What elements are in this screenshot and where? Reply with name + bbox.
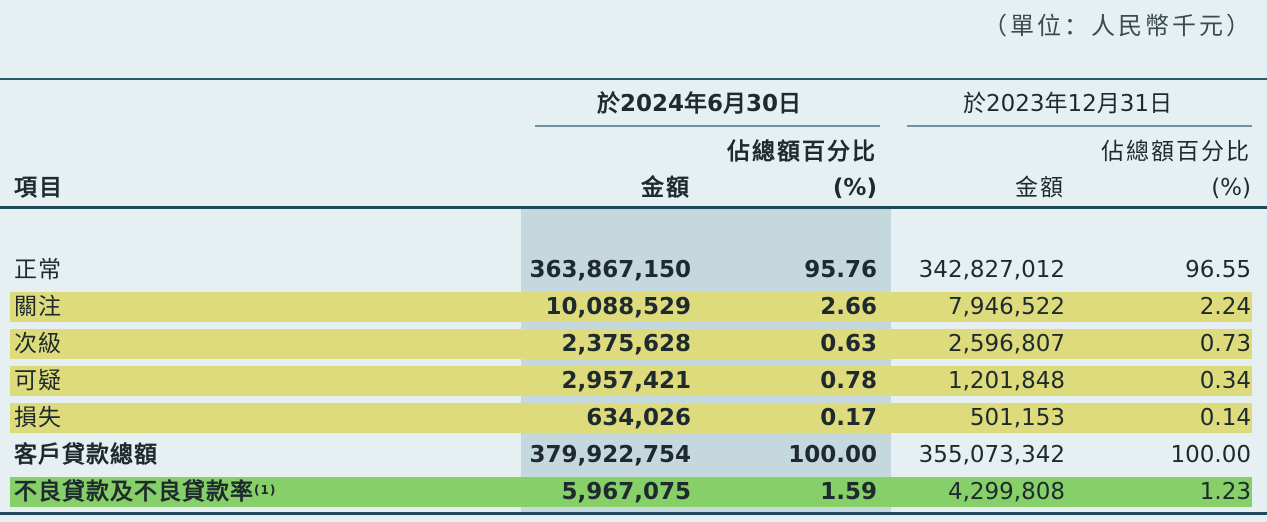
row-label: 客戶貸款總額	[14, 442, 158, 468]
npl-label-text: 不良貸款及不良貸款率	[14, 479, 254, 505]
item-header: 項目	[14, 175, 64, 201]
table-row: 可疑 2,957,421 0.78 1,201,848 0.34	[0, 366, 1267, 396]
pct-2023: 96.55	[1185, 257, 1251, 283]
pct-2023: 0.14	[1199, 405, 1251, 431]
row-label: 關注	[14, 294, 62, 320]
amount-2023: 342,827,012	[918, 257, 1065, 283]
pct-2023: 0.34	[1199, 368, 1251, 394]
pct-2024: 2.66	[820, 294, 877, 320]
amount-2024: 5,967,075	[561, 479, 692, 505]
highlight-band-npl	[10, 477, 1252, 507]
row-label: 可疑	[14, 368, 62, 394]
highlight-band	[10, 329, 1252, 359]
pct-2024: 100.00	[788, 442, 877, 468]
amount-2024: 2,375,628	[561, 331, 692, 357]
table-row: 次級 2,375,628 0.63 2,596,807 0.73	[0, 329, 1267, 359]
amount-2023: 501,153	[969, 405, 1065, 431]
row-label: 損失	[14, 405, 62, 431]
highlight-band	[10, 366, 1252, 396]
amount-2024: 379,922,754	[529, 442, 691, 468]
row-label: 正常	[14, 257, 62, 283]
amount-2024: 634,026	[586, 405, 691, 431]
amount-2023: 7,946,522	[947, 294, 1065, 320]
table-top-rule	[0, 78, 1267, 80]
pct-header-prior: 佔總額百分比	[1101, 139, 1251, 165]
row-label: 不良貸款及不良貸款率(1)	[14, 477, 276, 507]
amount-2024: 10,088,529	[545, 294, 691, 320]
unit-label: （單位：人民幣千元）	[983, 12, 1253, 40]
period-current-underline	[535, 125, 880, 127]
row-label: 次級	[14, 331, 62, 357]
amount-2024: 2,957,421	[561, 368, 692, 394]
pct-unit-current: (%)	[832, 175, 877, 201]
table-bottom-rule	[0, 512, 1267, 515]
amount-2023: 2,596,807	[947, 331, 1065, 357]
pct-2023: 100.00	[1170, 442, 1251, 468]
pct-header-current: 佔總額百分比	[727, 139, 877, 165]
period-current-header: 於2024年6月30日	[597, 91, 802, 117]
amount-2023: 355,073,342	[918, 442, 1065, 468]
total-row: 客戶貸款總額 379,922,754 100.00 355,073,342 10…	[0, 440, 1267, 470]
npl-row: 不良貸款及不良貸款率(1) 5,967,075 1.59 4,299,808 1…	[0, 477, 1267, 507]
amount-header-current: 金額	[641, 175, 691, 201]
highlight-band	[10, 292, 1252, 322]
footnote-marker: (1)	[254, 483, 277, 497]
highlight-band	[10, 403, 1252, 433]
pct-2023: 1.23	[1199, 479, 1251, 505]
table-row: 關注 10,088,529 2.66 7,946,522 2.24	[0, 292, 1267, 322]
amount-header-prior: 金額	[1015, 175, 1065, 201]
amount-2023: 1,201,848	[947, 368, 1065, 394]
pct-unit-prior: (%)	[1211, 175, 1251, 201]
period-prior-underline	[907, 125, 1252, 127]
header-bottom-rule	[0, 206, 1267, 209]
pct-2023: 2.24	[1199, 294, 1251, 320]
pct-2024: 0.78	[820, 368, 877, 394]
pct-2024: 1.59	[820, 479, 877, 505]
amount-2024: 363,867,150	[529, 257, 691, 283]
table-row: 正常 363,867,150 95.76 342,827,012 96.55	[0, 255, 1267, 285]
amount-2023: 4,299,808	[947, 479, 1065, 505]
pct-2024: 0.17	[820, 405, 877, 431]
period-prior-header: 於2023年12月31日	[963, 91, 1173, 117]
pct-2024: 0.63	[820, 331, 877, 357]
current-period-column-shade	[521, 209, 891, 512]
pct-2023: 0.73	[1199, 331, 1251, 357]
pct-2024: 95.76	[804, 257, 877, 283]
table-row: 損失 634,026 0.17 501,153 0.14	[0, 403, 1267, 433]
